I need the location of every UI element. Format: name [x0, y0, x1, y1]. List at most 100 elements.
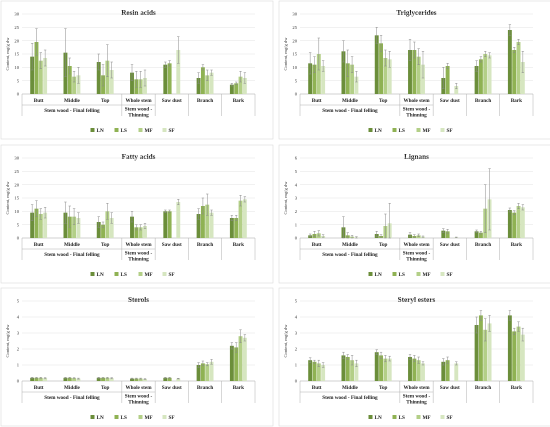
y-tick-label: 15: [14, 196, 19, 201]
x-tick-label: Middle: [342, 385, 359, 391]
chart-title: Resin acids: [121, 9, 156, 17]
bar: [101, 377, 105, 381]
bar: [176, 202, 181, 238]
y-axis-label: Content, mg/g dw: [283, 37, 289, 71]
bar: [109, 378, 114, 381]
bar: [205, 75, 210, 94]
bar: [483, 329, 488, 381]
group-label-final-felling: Stem wood - Final felling: [322, 108, 378, 114]
bar: [96, 377, 101, 381]
bar: [63, 212, 68, 238]
x-tick-label: Saw dust: [162, 385, 182, 391]
bar: [416, 56, 421, 94]
y-tick-label: 20: [14, 182, 19, 187]
legend-label: LS: [121, 272, 127, 278]
bar: [316, 54, 321, 94]
bar: [96, 62, 101, 94]
bar: [242, 337, 247, 381]
legend-swatch: [114, 415, 119, 419]
legend-label: SF: [447, 272, 453, 278]
x-tick-label: Whole stem: [125, 242, 152, 248]
x-tick-label: Branch: [475, 98, 492, 104]
legend-swatch: [368, 128, 373, 132]
chart-panel-6: Steryl esters 0 1 2 3 4 5 Content, mg/g dw Butt M…: [278, 287, 550, 427]
legend-swatch: [114, 272, 119, 276]
bar: [209, 72, 214, 94]
bar: [412, 50, 417, 94]
y-axis-label: Content, mg/g dw: [5, 181, 11, 215]
bar: [105, 60, 110, 94]
bar: [101, 224, 105, 238]
bar: [520, 334, 525, 381]
legend-swatch: [440, 128, 445, 132]
legend-swatch: [138, 128, 143, 132]
bar: [387, 358, 392, 381]
y-tick-label: 6: [295, 156, 298, 161]
legend-label: MF: [423, 272, 431, 278]
y-tick-label: 10: [14, 209, 19, 214]
bar: [242, 78, 247, 94]
chart-border: [278, 144, 550, 284]
x-tick-label: Top: [101, 98, 110, 104]
bar: [76, 218, 81, 238]
bar: [379, 43, 383, 94]
bar: [345, 357, 350, 381]
bar: [308, 63, 313, 94]
y-tick-label: 5: [17, 222, 20, 227]
bar: [379, 355, 383, 381]
x-tick-label: Middle: [342, 98, 359, 104]
bar: [308, 360, 313, 381]
legend-label: LS: [121, 415, 127, 421]
y-tick-label: 4: [295, 182, 298, 187]
group-label-final-felling: Stem wood - Final felling: [44, 108, 100, 114]
x-tick-label: Bark: [233, 98, 244, 104]
legend-swatch: [114, 128, 119, 132]
y-tick-label: 20: [292, 38, 297, 43]
bar: [487, 323, 492, 381]
chart-panel-4: Lignans 0 1 2 3 4 5 6 Content, mg/g dw Butt Middle…: [278, 144, 550, 284]
bar: [138, 227, 143, 238]
bar: [416, 360, 421, 381]
bar: [105, 211, 110, 238]
y-tick-label: 20: [14, 38, 19, 43]
chart-title: Lignans: [404, 153, 429, 161]
x-tick-label: Saw dust: [162, 242, 182, 248]
bar: [474, 66, 479, 94]
bar: [445, 66, 450, 94]
bar: [454, 86, 459, 94]
y-tick-label: 5: [17, 78, 20, 83]
chart-title: Fatty acids: [122, 153, 156, 161]
legend-swatch: [162, 272, 167, 276]
y-tick-label: 0: [17, 379, 20, 384]
bar: [130, 72, 134, 94]
chart-border: [0, 287, 274, 427]
bar: [516, 42, 521, 94]
bar: [474, 325, 479, 381]
y-tick-label: 3: [17, 331, 20, 336]
bar: [350, 64, 355, 94]
legend-swatch: [416, 128, 421, 132]
bar: [478, 232, 483, 238]
bar: [63, 377, 68, 381]
bar: [512, 50, 517, 94]
legend-label: LS: [399, 128, 405, 134]
bar: [30, 377, 35, 381]
y-tick-label: 5: [17, 299, 20, 304]
y-tick-label: 30: [14, 12, 19, 17]
chart-panel-1: Resin acids 0 5 10 15 20 25 30 Content, mg/g dw B…: [0, 0, 274, 140]
bar: [143, 379, 147, 381]
bar: [176, 378, 181, 381]
bar: [96, 222, 101, 238]
x-tick-label: Bark: [511, 385, 522, 391]
chart-panel-5: Sterols 0 1 2 3 4 5 Content, mg/g dw Butt Middle T…: [0, 287, 274, 427]
bar: [134, 378, 139, 381]
chart-title: Triglycerides: [396, 9, 436, 17]
bar: [76, 378, 81, 381]
bar: [30, 212, 35, 238]
bar: [520, 207, 525, 238]
y-axis-label: Content, mg/g dw: [5, 37, 11, 71]
y-tick-label: 4: [17, 315, 20, 320]
group-label-thinning-line2: Thinning: [406, 113, 427, 119]
bar: [512, 212, 517, 238]
